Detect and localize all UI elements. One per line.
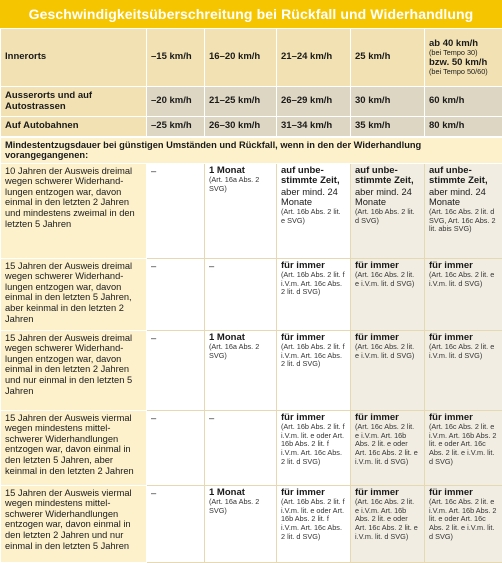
result-cell: auf unbe- stimmte Zeit,aber mind. 24 Mon… [425,163,502,258]
section-band: Mindestentzugsdauer bei günstigen Umstän… [1,137,502,164]
row-description: 15 Jahren der Ausweis dreimal wegen schw… [1,330,147,410]
speed-cell: 25 km/h [351,29,425,87]
speed-cell: 30 km/h [351,87,425,117]
legal-ref: (Art. 16c Abs. 2 lit. e i.V.m. Art. 16b … [355,423,420,466]
duration: auf unbe- stimmte Zeit, [281,166,346,187]
dash-cell: – [147,485,205,562]
dash-cell: – [147,330,205,410]
dash-cell: – [205,410,277,485]
duration-note: aber mind. 24 Monate [355,187,412,208]
speed-cell: 26–29 km/h [277,87,351,117]
table-row: 15 Jahren der Ausweis viermal wegen mind… [1,410,502,485]
result-cell: für immer(Art. 16c Abs. 2 lit. e i.V.m. … [425,330,502,410]
result-cell: für immer(Art. 16b Abs. 2 lit. f i.V.m. … [277,410,351,485]
speed-cell: 60 km/h [425,87,502,117]
legal-ref: (Art. 16c Abs. 2 lit. e i.V.m. lit. d SV… [429,343,498,360]
row-description: 15 Jahren der Ausweis dreimal wegen schw… [1,258,147,330]
header-row-innerorts: Innerorts –15 km/h 16–20 km/h 21–24 km/h… [1,29,502,87]
row-label: Auf Autobahnen [1,117,147,137]
result-cell: für immer(Art. 16c Abs. 2 lit. e i.V.m. … [351,485,425,562]
row-description: 15 Jahren der Ausweis viermal wegen mind… [1,485,147,562]
speed-cell: 21–24 km/h [277,29,351,87]
result-cell: für immer(Art. 16c Abs. 2 lit. e i.V.m. … [425,258,502,330]
result-cell: für immer(Art. 16c Abs. 2 lit. e i.V.m. … [351,258,425,330]
speed-cell: 16–20 km/h [205,29,277,87]
result-cell: für immer(Art. 16c Abs. 2 lit. e i.V.m. … [425,485,502,562]
section-heading: Mindestentzugsdauer bei günstigen Umstän… [1,137,502,164]
result-cell: für immer(Art. 16b Abs. 2 lit. f i.V.m. … [277,485,351,562]
duration: auf unbe- stimmte Zeit, [355,166,420,187]
speeding-table: Innerorts –15 km/h 16–20 km/h 21–24 km/h… [0,28,502,563]
speed-cell: –25 km/h [147,117,205,137]
row-description: 15 Jahren der Ausweis viermal wegen mind… [1,410,147,485]
table-title: Geschwindigkeitsüberschreitung bei Rückf… [0,0,502,28]
legal-ref: (Art. 16b Abs. 2 lit. e SVG) [281,208,346,225]
speed-cell: 35 km/h [351,117,425,137]
result-cell: für immer(Art. 16b Abs. 2 lit. f i.V.m. … [277,258,351,330]
legal-ref: (Art. 16a Abs. 2 SVG) [209,498,272,515]
result-cell: für immer(Art. 16c Abs. 2 lit. e i.V.m. … [351,330,425,410]
legal-ref: (Art. 16c Abs. 2 lit. e i.V.m. Art. 16b … [355,498,420,541]
result-cell: 1 Monat(Art. 16a Abs. 2 SVG) [205,330,277,410]
table-row: 15 Jahren der Ausweis viermal wegen mind… [1,485,502,562]
row-description: 10 Jahren der Ausweis dreimal wegen schw… [1,163,147,258]
speed-cell: 31–34 km/h [277,117,351,137]
dash-cell: – [147,410,205,485]
legal-ref: (Art. 16b Abs. 2 lit. d SVG) [355,208,420,225]
legal-ref: (Art. 16c Abs. 2 lit. d SVG, Art. 16c Ab… [429,208,498,234]
dash-cell: – [205,258,277,330]
speed-cell: ab 40 km/h (bei Tempo 30) bzw. 50 km/h (… [425,29,502,87]
speed-cell: –20 km/h [147,87,205,117]
legal-ref: (Art. 16b Abs. 2 lit. f i.V.m. Art. 16c … [281,271,346,297]
legal-ref: (Art. 16a Abs. 2 SVG) [209,176,272,193]
legal-ref: (Art. 16b Abs. 2 lit. f i.V.m. lit. e od… [281,498,346,541]
legal-ref: (Art. 16c Abs. 2 lit. e i.V.m. lit. d SV… [355,271,420,288]
result-cell: für immer(Art. 16b Abs. 2 lit. f i.V.m. … [277,330,351,410]
legal-ref: (Art. 16c Abs. 2 lit. e i.V.m. Art. 16b … [429,498,498,541]
table-row: 10 Jahren der Ausweis dreimal wegen schw… [1,163,502,258]
speed-cell: –15 km/h [147,29,205,87]
legal-ref: (Art. 16b Abs. 2 lit. f i.V.m. lit. e od… [281,423,346,466]
legal-ref: (Art. 16c Abs. 2 lit. e i.V.m. Art. 16b … [429,423,498,466]
legal-ref: (Art. 16c Abs. 2 lit. e i.V.m. lit. d SV… [355,343,420,360]
result-cell: für immer(Art. 16c Abs. 2 lit. e i.V.m. … [425,410,502,485]
row-label: Innerorts [1,29,147,87]
result-cell: für immer(Art. 16c Abs. 2 lit. e i.V.m. … [351,410,425,485]
speed-cell: 26–30 km/h [205,117,277,137]
result-cell: auf unbe- stimmte Zeit,aber mind. 24 Mon… [277,163,351,258]
header-row-ausserorts: Ausserorts und auf Autostrassen –20 km/h… [1,87,502,117]
duration: auf unbe- stimmte Zeit, [429,166,498,187]
result-cell: 1 Monat(Art. 16a Abs. 2 SVG) [205,163,277,258]
dash-cell: – [147,163,205,258]
duration-note: aber mind. 24 Monate [429,187,486,208]
row-label: Ausserorts und auf Autostrassen [1,87,147,117]
legal-ref: (Art. 16b Abs. 2 lit. f i.V.m. Art. 16c … [281,343,346,369]
dash-cell: – [147,258,205,330]
result-cell: auf unbe- stimmte Zeit,aber mind. 24 Mon… [351,163,425,258]
speed-cell: 80 km/h [425,117,502,137]
speed-note: (bei Tempo 50/60) [429,68,498,76]
table-row: 15 Jahren der Ausweis dreimal wegen schw… [1,330,502,410]
legal-ref: (Art. 16c Abs. 2 lit. e i.V.m. lit. d SV… [429,271,498,288]
legal-ref: (Art. 16a Abs. 2 SVG) [209,343,272,360]
table-row: 15 Jahren der Ausweis dreimal wegen schw… [1,258,502,330]
speed-cell: 21–25 km/h [205,87,277,117]
duration-note: aber mind. 24 Monate [281,187,338,208]
header-row-autobahnen: Auf Autobahnen –25 km/h 26–30 km/h 31–34… [1,117,502,137]
result-cell: 1 Monat(Art. 16a Abs. 2 SVG) [205,485,277,562]
